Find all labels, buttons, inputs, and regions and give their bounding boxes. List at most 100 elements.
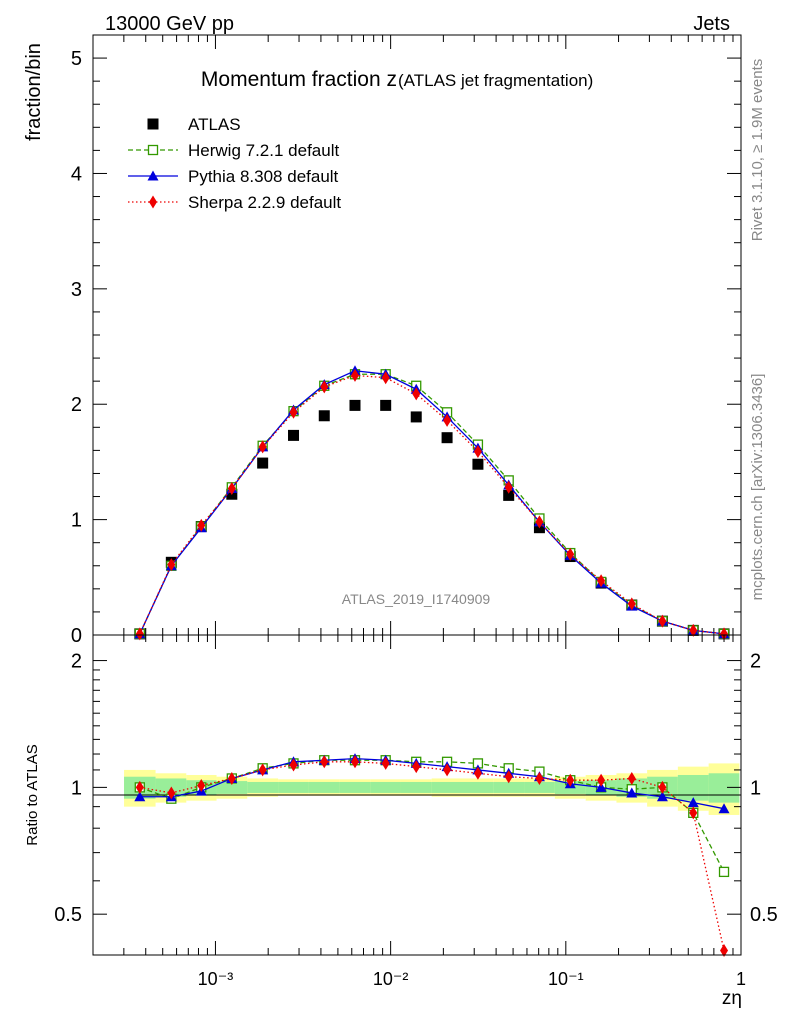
y-tick-label: 0: [71, 625, 82, 647]
data-point: [412, 760, 421, 774]
ratio-xlabel: zη: [722, 988, 742, 1009]
ratio-frame: [92, 634, 742, 956]
y-tick-label: 5: [71, 48, 82, 70]
data-point: [535, 515, 544, 529]
series-line: [139, 757, 725, 810]
data-point: [627, 771, 636, 785]
y-tick-label: 4: [71, 163, 82, 185]
data-point: [318, 410, 330, 422]
y-tick-label-right: 0.5: [750, 904, 778, 926]
data-point: [658, 614, 667, 628]
data-point: [718, 866, 730, 878]
data-point: [258, 763, 267, 777]
main-axis-ticks: 0 1 2 3 4 5: [71, 34, 742, 647]
data-point: [566, 547, 575, 561]
main-subtitle: (ATLAS jet fragmentation): [398, 71, 593, 90]
data-point: [258, 440, 267, 454]
band-inner-segment: [431, 781, 463, 793]
data-point: [473, 766, 482, 780]
series-line: [139, 761, 725, 951]
band-inner-segment: [708, 773, 740, 803]
legend-item: Herwig 7.2.1 default: [128, 141, 339, 160]
data-point: [134, 791, 146, 802]
y-tick-label: 2: [71, 394, 82, 416]
data-point: [349, 399, 361, 411]
legend-label: Herwig 7.2.1 default: [188, 141, 339, 160]
data-point: [689, 623, 698, 637]
data-point: [135, 627, 144, 641]
data-point: [380, 399, 392, 411]
band-inner-segment: [216, 781, 248, 794]
data-point: [441, 432, 453, 444]
y-tick-label: 1: [71, 777, 82, 799]
analysis-watermark: ATLAS_2019_I1740909: [342, 591, 491, 607]
legend-marker: [149, 195, 157, 209]
data-point: [472, 458, 484, 470]
main-title: Momentum fraction z: [201, 68, 397, 91]
data-point: [595, 781, 607, 792]
legend-marker: [147, 118, 159, 130]
y-tick-label-right: 1: [750, 777, 761, 799]
data-point: [504, 770, 513, 784]
band-inner-segment: [677, 774, 709, 801]
data-point: [597, 773, 606, 787]
x-tick-label: 10⁻³: [198, 969, 234, 989]
data-point: [350, 368, 359, 382]
data-point: [197, 518, 206, 532]
data-point: [720, 627, 729, 641]
data-point: [135, 780, 144, 794]
band-inner-segment: [524, 781, 555, 793]
data-point: [320, 380, 329, 394]
data-point: [350, 755, 359, 769]
main-panel: 0 1 2 3 4 5 Momentum fraction z (ATLAS jet fr…: [23, 34, 742, 647]
series-line: [139, 370, 725, 635]
data-point: [227, 481, 236, 495]
ratio-panel: 10⁻³ 10⁻² 10⁻¹ 1 0.5 0.5 1 1 2 2 Ratio to ATLAS z…: [24, 634, 778, 1009]
band-inner-segment: [400, 781, 432, 793]
band-inner-segment: [339, 781, 371, 793]
legend-item: Pythia 8.308 default: [128, 167, 339, 186]
series-line: [139, 373, 725, 635]
band-inner-segment: [370, 781, 401, 793]
data-point: [227, 771, 236, 785]
data-point: [687, 797, 699, 808]
data-point: [443, 413, 452, 427]
data-point: [167, 786, 176, 800]
data-point: [720, 943, 729, 957]
data-point: [289, 405, 298, 419]
ratio-ylabel: Ratio to ATLAS: [24, 744, 41, 845]
data-point: [473, 445, 482, 459]
data-point: [718, 803, 730, 814]
data-point: [504, 480, 513, 494]
data-point: [257, 457, 269, 469]
legend-label: Sherpa 2.2.9 default: [188, 193, 341, 212]
legend-label: ATLAS: [188, 115, 241, 134]
y-tick-label: 3: [71, 279, 82, 301]
data-point: [443, 763, 452, 777]
data-point: [412, 387, 421, 401]
series-sherpa: [135, 755, 729, 957]
data-point: [627, 597, 636, 611]
y-tick-label-right: 2: [750, 651, 761, 673]
y-tick-label: 0.5: [54, 904, 82, 926]
legend-item: ATLAS: [147, 115, 241, 134]
data-point: [197, 779, 206, 793]
data-point: [381, 371, 390, 385]
data-point: [288, 429, 300, 441]
data-point: [626, 787, 638, 798]
series-line: [139, 374, 725, 635]
data-point: [503, 489, 515, 501]
main-ylabel: fraction/bin: [23, 43, 45, 141]
data-point: [167, 558, 176, 572]
data-point: [289, 758, 298, 772]
data-point: [410, 411, 422, 423]
data-point: [320, 755, 329, 769]
y-tick-label: 2: [71, 651, 82, 673]
band-inner-segment: [462, 781, 494, 793]
legend-marker: [147, 144, 159, 156]
band-inner-segment: [278, 781, 309, 793]
band-inner-segment: [247, 781, 279, 793]
y-tick-label: 1: [71, 510, 82, 532]
data-point: [381, 756, 390, 770]
legend-label: Pythia 8.308 default: [188, 167, 339, 186]
